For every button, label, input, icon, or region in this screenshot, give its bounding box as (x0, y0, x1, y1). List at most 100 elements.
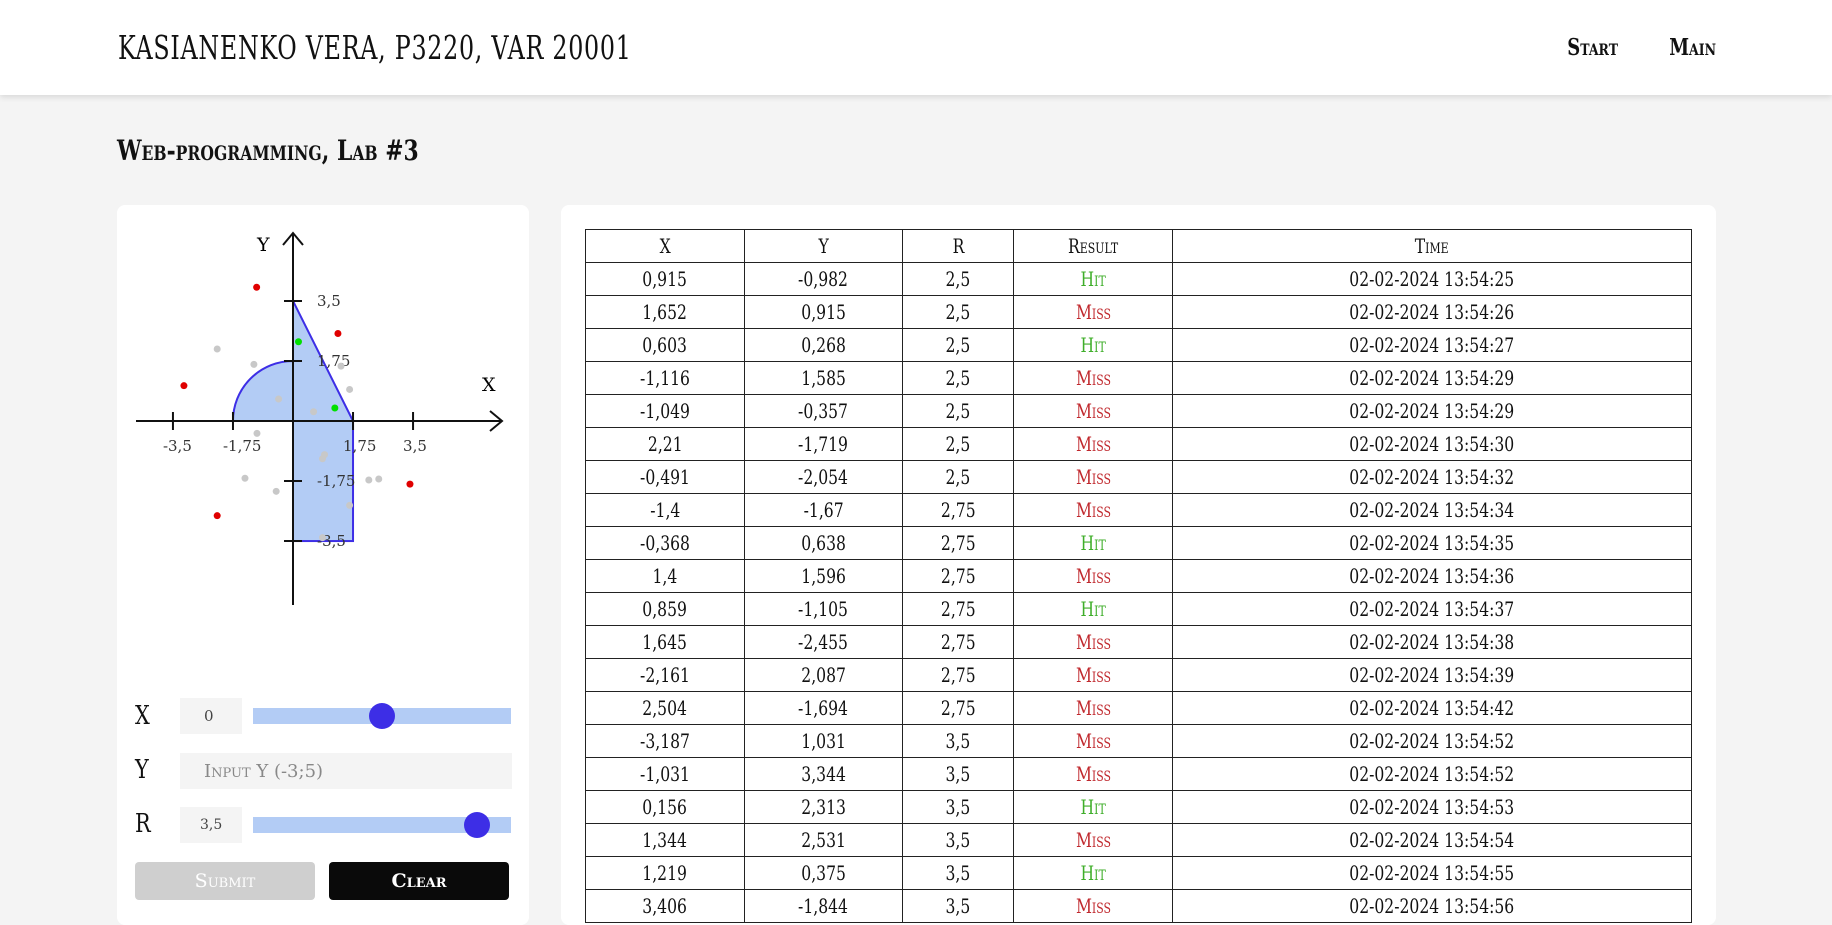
graph-y-axis-label: Y (256, 234, 270, 256)
cell-time: 02-02-2024 13:54:56 (1172, 889, 1692, 923)
cell-y: -1,105 (743, 592, 904, 626)
graph-x-axis-label: X (482, 374, 496, 396)
cell-x: -1,4 (585, 493, 745, 527)
cell-result: Hit (1013, 262, 1174, 296)
submit-button[interactable]: Submit (135, 862, 315, 900)
table-row: 0,915 -0,982 2,5 Hit 02-02-2024 13:54:25 (585, 262, 1692, 296)
cell-x: -1,049 (585, 394, 745, 428)
cell-x: -3,187 (585, 724, 745, 758)
area-graph[interactable]: -3,5 -1,75 1,75 3,53,51,75-1,75-3,5 X Y (134, 227, 514, 617)
table-row: -1,4 -1,67 2,75 Miss 02-02-2024 13:54:34 (585, 493, 1692, 527)
graph-point-old (365, 476, 373, 484)
clear-button[interactable]: Clear (329, 862, 509, 900)
cell-y: 0,915 (743, 295, 904, 329)
graph-point-miss (213, 512, 221, 520)
y-tick-label: 3,5 (317, 292, 341, 310)
table-header-row: X Y R Result Time (585, 229, 1692, 263)
cell-result: Miss (1013, 493, 1174, 527)
cell-result: Miss (1013, 361, 1174, 395)
table-row: -1,116 1,585 2,5 Miss 02-02-2024 13:54:29 (585, 361, 1692, 395)
cell-y: -1,694 (743, 691, 904, 725)
graph-point-old (241, 474, 249, 482)
cell-y: 2,531 (743, 823, 904, 857)
table-row: 0,859 -1,105 2,75 Hit 02-02-2024 13:54:37 (585, 592, 1692, 626)
header-time: Time (1172, 229, 1692, 263)
graph-point-miss (253, 283, 261, 291)
cell-result: Hit (1013, 592, 1174, 626)
table-row: 1,344 2,531 3,5 Miss 02-02-2024 13:54:54 (585, 823, 1692, 857)
results-table: X Y R Result Time 0,915 -0,982 2,5 Hit 02-02… (585, 229, 1692, 923)
brand-title: KASIANENKO VERA, P3220, VAR 20001 (118, 28, 632, 67)
cell-r: 3,5 (902, 757, 1015, 791)
table-row: -0,368 0,638 2,75 Hit 02-02-2024 13:54:35 (585, 526, 1692, 560)
graph-point-old (310, 408, 318, 416)
cell-y: -2,054 (743, 460, 904, 494)
cell-result: Miss (1013, 823, 1174, 857)
cell-result: Miss (1013, 625, 1174, 659)
r-value-display (180, 807, 242, 843)
cell-time: 02-02-2024 13:54:34 (1172, 493, 1692, 527)
cell-time: 02-02-2024 13:54:54 (1172, 823, 1692, 857)
results-panel: X Y R Result Time 0,915 -0,982 2,5 Hit 02-02… (561, 205, 1716, 925)
table-row: -3,187 1,031 3,5 Miss 02-02-2024 13:54:52 (585, 724, 1692, 758)
cell-result: Miss (1013, 427, 1174, 461)
cell-r: 2,5 (902, 427, 1015, 461)
cell-r: 2,5 (902, 295, 1015, 329)
cell-x: 0,603 (585, 328, 745, 362)
cell-y: -1,67 (743, 493, 904, 527)
cell-time: 02-02-2024 13:54:35 (1172, 526, 1692, 560)
x-tick-label: 3,5 (403, 437, 427, 455)
cell-x: -1,031 (585, 757, 745, 791)
x-label: X (135, 701, 150, 731)
y-label: Y (135, 755, 149, 785)
graph-point-old (253, 429, 261, 437)
cell-time: 02-02-2024 13:54:36 (1172, 559, 1692, 593)
nav-start-link[interactable]: Start (1567, 34, 1619, 61)
table-row: 1,219 0,375 3,5 Hit 02-02-2024 13:54:55 (585, 856, 1692, 890)
y-input[interactable] (180, 753, 512, 789)
cell-r: 2,75 (902, 493, 1015, 527)
table-row: 0,156 2,313 3,5 Hit 02-02-2024 13:54:53 (585, 790, 1692, 824)
cell-y: 0,268 (743, 328, 904, 362)
cell-x: -0,491 (585, 460, 745, 494)
table-row: 1,652 0,915 2,5 Miss 02-02-2024 13:54:26 (585, 295, 1692, 329)
cell-result: Hit (1013, 856, 1174, 890)
cell-r: 2,5 (902, 460, 1015, 494)
x-slider[interactable] (253, 708, 511, 724)
cell-time: 02-02-2024 13:54:26 (1172, 295, 1692, 329)
cell-y: -0,357 (743, 394, 904, 428)
cell-result: Miss (1013, 658, 1174, 692)
header-x: X (585, 229, 745, 263)
table-row: 0,603 0,268 2,5 Hit 02-02-2024 13:54:27 (585, 328, 1692, 362)
cell-time: 02-02-2024 13:54:32 (1172, 460, 1692, 494)
r-slider[interactable] (253, 817, 511, 833)
x-axis-arrow (489, 410, 504, 432)
cell-r: 2,75 (902, 559, 1015, 593)
results-body: 0,915 -0,982 2,5 Hit 02-02-2024 13:54:25 1,65… (585, 262, 1692, 923)
y-tick-label: -1,75 (317, 472, 355, 490)
cell-result: Miss (1013, 757, 1174, 791)
table-row: 1,645 -2,455 2,75 Miss 02-02-2024 13:54:38 (585, 625, 1692, 659)
cell-r: 2,5 (902, 394, 1015, 428)
header-result: Result (1013, 229, 1174, 263)
graph-point-old (337, 362, 345, 370)
cell-y: 3,344 (743, 757, 904, 791)
cell-result: Miss (1013, 691, 1174, 725)
cell-y: -2,455 (743, 625, 904, 659)
cell-x: 1,4 (585, 559, 745, 593)
cell-r: 2,5 (902, 262, 1015, 296)
area-quarter-circle (231, 359, 294, 422)
graph-point-old (375, 475, 383, 483)
cell-x: 1,344 (585, 823, 745, 857)
cell-result: Miss (1013, 460, 1174, 494)
page-title: Web-programming, Lab #3 (117, 134, 419, 167)
cell-x: 1,219 (585, 856, 745, 890)
graph-point-old (346, 501, 354, 509)
table-row: -1,049 -0,357 2,5 Miss 02-02-2024 13:54:29 (585, 394, 1692, 428)
cell-x: -0,368 (585, 526, 745, 560)
cell-y: 1,596 (743, 559, 904, 593)
header-r: R (902, 229, 1015, 263)
nav-main-link[interactable]: Main (1669, 34, 1716, 61)
cell-y: -1,844 (743, 889, 904, 923)
cell-y: 2,313 (743, 790, 904, 824)
